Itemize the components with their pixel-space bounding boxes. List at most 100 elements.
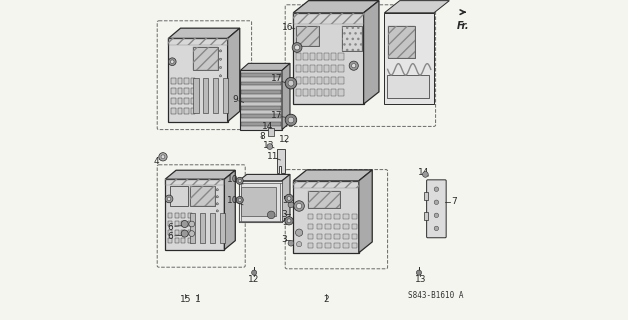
FancyBboxPatch shape — [426, 180, 446, 238]
Bar — [293, 181, 359, 188]
Bar — [303, 77, 308, 84]
Bar — [296, 89, 301, 96]
Bar — [424, 212, 428, 220]
Text: 4: 4 — [153, 157, 159, 166]
Circle shape — [267, 144, 273, 149]
Bar — [190, 213, 195, 243]
Circle shape — [287, 219, 291, 223]
Text: S843-B1610 A: S843-B1610 A — [408, 292, 463, 300]
Bar — [191, 78, 195, 84]
Bar — [193, 47, 218, 70]
Bar — [352, 234, 357, 239]
Bar — [352, 224, 357, 229]
Bar — [324, 89, 330, 96]
Circle shape — [252, 270, 257, 275]
Bar — [303, 89, 308, 96]
Circle shape — [285, 217, 293, 225]
Circle shape — [434, 187, 438, 191]
Circle shape — [236, 177, 243, 184]
Bar — [168, 38, 227, 45]
Bar — [191, 98, 195, 104]
Circle shape — [288, 80, 294, 86]
Bar — [296, 77, 301, 84]
Circle shape — [434, 226, 438, 231]
Bar — [334, 243, 340, 248]
Circle shape — [216, 210, 219, 212]
Bar — [296, 26, 319, 46]
Circle shape — [295, 45, 300, 50]
Polygon shape — [168, 28, 240, 38]
Text: 17: 17 — [271, 74, 283, 83]
Bar — [331, 77, 337, 84]
Bar — [334, 214, 340, 219]
Text: 10: 10 — [227, 196, 238, 204]
Bar — [175, 238, 179, 243]
Circle shape — [434, 213, 438, 218]
Bar — [203, 78, 208, 113]
Polygon shape — [364, 1, 379, 104]
Polygon shape — [276, 149, 285, 173]
Polygon shape — [282, 63, 290, 130]
Bar — [181, 213, 185, 218]
Bar — [324, 65, 330, 72]
Bar — [325, 214, 331, 219]
Circle shape — [181, 220, 188, 228]
Bar — [175, 221, 179, 226]
Bar — [338, 89, 344, 96]
Bar — [188, 213, 192, 218]
Bar — [325, 224, 331, 229]
Bar — [308, 224, 313, 229]
Circle shape — [296, 204, 301, 209]
Bar — [338, 53, 344, 60]
Polygon shape — [168, 38, 227, 122]
Circle shape — [268, 211, 275, 219]
Bar — [188, 221, 192, 226]
Bar — [317, 234, 322, 239]
Circle shape — [285, 114, 296, 126]
Bar — [296, 53, 301, 60]
Bar — [239, 181, 241, 222]
Bar — [310, 53, 315, 60]
Text: 2: 2 — [323, 295, 329, 304]
Text: 7: 7 — [452, 197, 457, 206]
Polygon shape — [293, 1, 379, 13]
Bar — [308, 243, 313, 248]
Text: 13: 13 — [263, 141, 274, 150]
Bar — [384, 13, 434, 104]
Bar — [178, 78, 182, 84]
Bar — [317, 65, 322, 72]
Polygon shape — [359, 170, 372, 253]
Bar — [344, 214, 349, 219]
Circle shape — [219, 58, 222, 60]
Bar — [303, 53, 308, 60]
Bar — [220, 213, 225, 243]
Text: 17: 17 — [271, 111, 283, 120]
Bar — [387, 75, 429, 98]
Bar — [317, 89, 322, 96]
Text: 8: 8 — [259, 132, 265, 140]
Bar — [352, 243, 357, 248]
Bar — [342, 26, 362, 51]
Bar — [178, 108, 182, 114]
Bar — [171, 108, 175, 114]
Bar — [178, 88, 182, 94]
Bar — [296, 65, 301, 72]
Bar — [168, 238, 172, 243]
Circle shape — [189, 221, 195, 227]
Circle shape — [416, 270, 421, 275]
Bar — [193, 78, 198, 113]
Bar — [310, 89, 315, 96]
Bar — [185, 88, 188, 94]
Bar — [324, 77, 330, 84]
Circle shape — [167, 197, 171, 201]
Text: 14: 14 — [418, 168, 430, 177]
Circle shape — [189, 231, 195, 236]
Bar — [310, 65, 315, 72]
Bar — [241, 90, 281, 93]
Circle shape — [161, 155, 165, 159]
Polygon shape — [293, 170, 372, 181]
Bar — [331, 89, 337, 96]
Text: 5: 5 — [283, 218, 288, 227]
Bar — [193, 47, 218, 70]
Text: 5: 5 — [283, 196, 288, 204]
